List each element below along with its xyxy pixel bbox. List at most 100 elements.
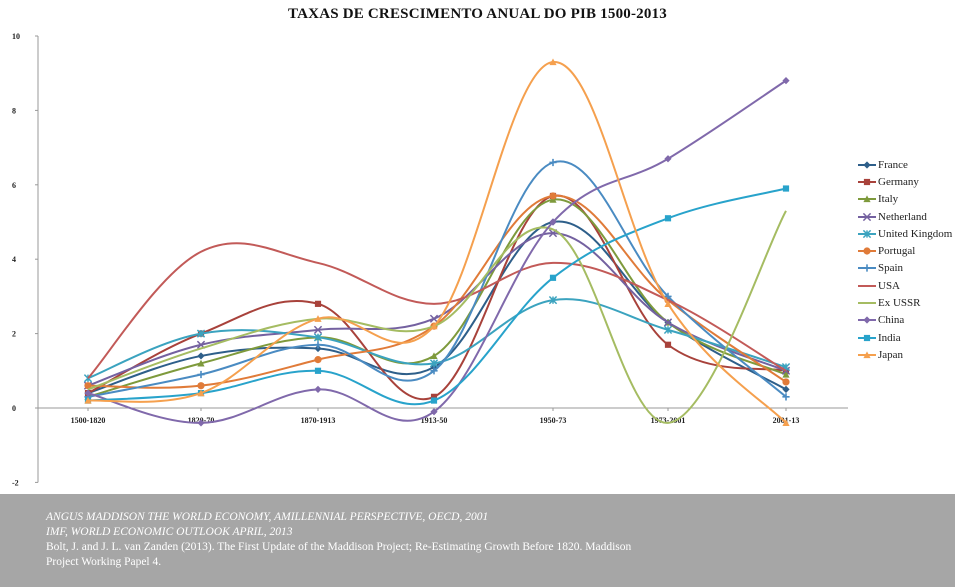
legend-item-usa: USA <box>858 277 952 294</box>
y-tick-label: 10 <box>12 32 20 41</box>
data-point-spain <box>314 341 322 349</box>
data-point-portugal <box>197 382 205 390</box>
series-usa <box>87 242 787 379</box>
legend-marker-italy <box>863 195 871 203</box>
x-tick-label: 1973-2001 <box>651 416 686 425</box>
legend-item-netherland: Netherland <box>858 208 952 225</box>
data-point-japan <box>664 300 672 307</box>
series-china <box>84 77 790 427</box>
data-point-india <box>314 367 322 374</box>
legend-item-italy: Italy <box>858 191 952 208</box>
data-point-united-kingdom <box>663 325 673 335</box>
data-point-france <box>314 344 322 353</box>
legend-item-germany: Germany <box>858 173 952 190</box>
legend-swatch-france <box>858 161 876 169</box>
legend-label: India <box>878 331 901 344</box>
chart-title: TAXAS DE CRESCIMENTO ANUAL DO PIB 1500-2… <box>288 6 667 22</box>
x-tick-label: 1870-1913 <box>301 416 336 425</box>
data-point-italy <box>197 359 205 367</box>
legend-item-united-kingdom: United Kingdom <box>858 225 952 242</box>
data-point-japan <box>430 322 438 330</box>
data-point-germany <box>314 300 322 307</box>
data-point-india <box>430 397 438 404</box>
data-point-netherland <box>429 314 439 323</box>
data-point-portugal <box>782 378 790 386</box>
legend-label: Italy <box>878 193 899 206</box>
x-tick-label: 1950-73 <box>540 416 567 425</box>
legend-item-china: China <box>858 312 952 329</box>
legend-swatch-japan <box>858 351 876 359</box>
data-point-japan <box>549 58 557 66</box>
line-chart: -202468101500-18201820-701870-19131913-5… <box>12 32 848 487</box>
legend-swatch-usa <box>858 284 876 287</box>
y-tick-label: 2 <box>12 330 16 339</box>
legend-marker-china <box>863 316 871 324</box>
data-point-china <box>549 218 557 226</box>
data-point-japan <box>314 315 322 322</box>
series-ex-ussr <box>87 210 787 424</box>
legend-marker-spain <box>863 264 871 273</box>
legend-marker-germany <box>863 178 871 186</box>
series-united-kingdom <box>83 295 791 383</box>
legend-swatch-ex-ussr <box>858 302 876 305</box>
data-point-united-kingdom <box>548 295 558 305</box>
source-line-1: ANGUS MADDISON THE WORLD ECONOMY, AMILLE… <box>46 511 489 523</box>
legend-item-portugal: Portugal <box>858 242 952 259</box>
legend-item-japan: Japan <box>858 346 952 363</box>
series-line-usa <box>87 242 787 379</box>
legend-label: Spain <box>878 262 904 275</box>
data-point-portugal <box>84 382 92 390</box>
data-point-spain <box>197 370 205 379</box>
data-point-united-kingdom <box>429 359 439 368</box>
data-point-china <box>782 77 790 85</box>
data-point-japan <box>197 389 205 397</box>
series-line-spain <box>87 160 787 398</box>
legend-label: United Kingdom <box>878 227 953 240</box>
data-point-spain <box>782 393 790 401</box>
legend-swatch-italy <box>858 195 876 203</box>
data-point-united-kingdom <box>196 329 206 338</box>
legend-label: Ex USSR <box>878 297 921 310</box>
legend-item-france: France <box>858 156 952 173</box>
data-point-netherland <box>313 325 323 335</box>
chart-legend: France Germany Italy Netherland United Kingd… <box>858 156 952 364</box>
data-point-spain <box>430 367 438 375</box>
x-tick-label: 1500-1820 <box>71 416 106 425</box>
source-footer: ANGUS MADDISON THE WORLD ECONOMY, AMILLE… <box>0 494 955 587</box>
legend-swatch-united-kingdom <box>858 229 876 238</box>
legend-label: Japan <box>878 348 904 361</box>
data-point-netherland <box>663 318 673 327</box>
data-point-portugal <box>314 356 322 364</box>
legend-marker-india <box>863 334 871 341</box>
legend-item-india: India <box>858 329 952 346</box>
data-point-portugal <box>549 192 557 200</box>
data-point-japan <box>782 419 790 426</box>
data-point-united-kingdom <box>313 333 323 342</box>
data-point-china <box>197 419 205 427</box>
data-point-germany <box>664 341 672 348</box>
data-point-india <box>664 215 672 222</box>
legend-item-ex-ussr: Ex USSR <box>858 294 952 311</box>
y-tick-label: -2 <box>12 478 19 487</box>
series-line-ex-ussr <box>87 210 787 424</box>
y-tick-label: 4 <box>12 255 16 264</box>
y-tick-label: 6 <box>12 181 16 190</box>
data-point-italy <box>782 370 790 378</box>
source-line-3: Bolt, J. and J. L. van Zanden (2013). Th… <box>46 541 632 553</box>
data-point-france <box>782 385 790 393</box>
legend-label: France <box>878 158 908 171</box>
x-tick-label: 1913-50 <box>421 416 448 425</box>
data-point-italy <box>430 352 438 360</box>
y-tick-label: 0 <box>12 404 16 413</box>
legend-swatch-india <box>858 334 876 341</box>
legend-label: Netherland <box>878 210 927 223</box>
legend-swatch-spain <box>858 264 876 273</box>
legend-marker-united-kingdom <box>862 229 872 238</box>
data-point-spain <box>549 158 557 167</box>
legend-marker-netherland <box>862 212 872 221</box>
legend-swatch-germany <box>858 178 876 186</box>
series-spain <box>84 158 790 401</box>
legend-swatch-china <box>858 316 876 324</box>
series-japan <box>84 58 790 426</box>
legend-label: China <box>878 314 905 327</box>
